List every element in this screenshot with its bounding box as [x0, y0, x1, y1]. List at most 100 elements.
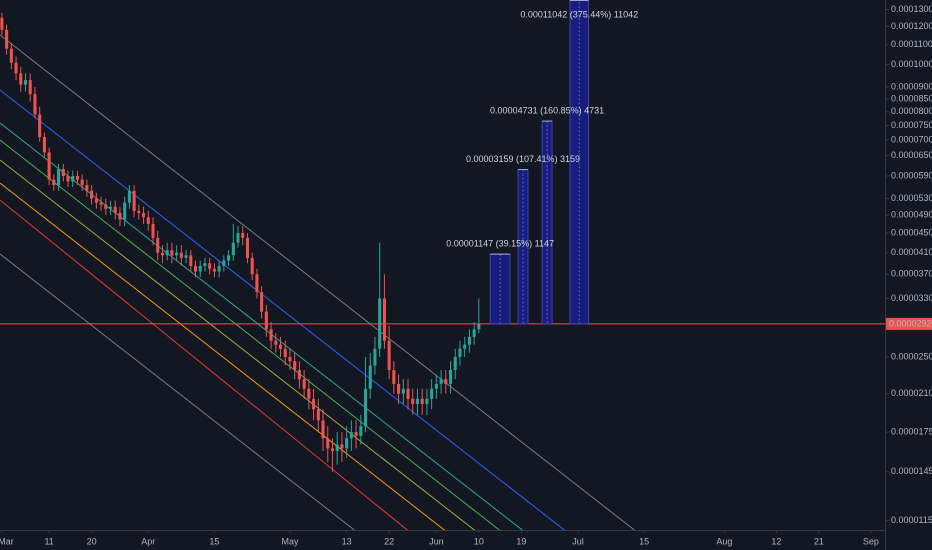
candle-body	[14, 62, 18, 74]
candle-body	[302, 379, 306, 389]
candle-body	[42, 136, 46, 153]
candle-body	[269, 329, 273, 341]
candle-body	[255, 274, 259, 293]
target-label: 0.00003159 (107.41%) 3159	[466, 154, 580, 164]
target-bar	[489, 253, 511, 325]
candle-body	[137, 210, 141, 214]
x-tick-label: Apr	[141, 536, 155, 546]
x-tick-label: Mar	[0, 536, 14, 546]
x-tick-label: Jul	[572, 536, 584, 546]
x-tick-label: 19	[516, 536, 526, 546]
candle-body	[340, 444, 344, 449]
plot-area	[0, 0, 885, 472]
candle-body	[61, 168, 65, 177]
candle-body	[160, 252, 164, 256]
candle-body	[288, 356, 292, 362]
candle-body	[28, 80, 32, 95]
candle-body	[312, 398, 316, 410]
candle-body	[444, 379, 448, 384]
candle-body	[316, 409, 320, 421]
candle-body	[227, 255, 231, 261]
target-label: 0.00004731 (160.85%) 4731	[490, 105, 604, 115]
candle-body	[401, 388, 405, 394]
candle-body	[23, 80, 28, 85]
channel-line	[0, 182, 446, 530]
x-tick-label: Sep	[863, 536, 879, 546]
candle-body	[193, 265, 198, 272]
x-tick-label: 13	[342, 536, 352, 546]
candle-body	[448, 370, 453, 384]
candle-body	[52, 179, 56, 186]
candle-body	[75, 176, 79, 180]
candle-body	[274, 340, 278, 345]
candle-body	[38, 114, 42, 137]
candle-body	[477, 323, 481, 330]
candle-body	[165, 250, 169, 256]
candle-body	[354, 432, 358, 436]
candle-body	[184, 255, 188, 258]
candle-body	[293, 361, 297, 371]
candle-body	[71, 176, 75, 182]
target-bar	[569, 0, 589, 325]
candle-body	[231, 242, 235, 256]
candle-body	[307, 388, 311, 399]
x-tick-label: 21	[814, 536, 824, 546]
candle-body	[99, 202, 103, 205]
last-price-box	[886, 317, 932, 330]
target-label: 0.00011042 (375.44%) 11042	[520, 9, 638, 19]
channel-line	[0, 253, 356, 530]
candle-body	[453, 356, 457, 371]
candle-body	[146, 217, 150, 224]
candle-body	[0, 17, 4, 30]
candle-body	[297, 370, 301, 380]
candle-body	[175, 252, 179, 256]
candle-body	[198, 265, 202, 272]
candle-body	[241, 233, 245, 238]
candle-body	[118, 213, 122, 220]
candle-body	[94, 198, 98, 203]
candle-body	[203, 263, 207, 266]
channel-line	[0, 139, 501, 530]
candle-body	[47, 152, 51, 180]
x-tick-label: 10	[474, 536, 484, 546]
channel-line	[0, 89, 566, 530]
candle-body	[113, 206, 117, 214]
channel-line	[0, 34, 636, 530]
candle-body	[472, 329, 476, 337]
candle-body	[349, 432, 353, 439]
candle-body	[132, 190, 136, 211]
candle-body	[278, 344, 283, 349]
candle-body	[123, 202, 127, 220]
target-label: 0.00001147 (39.15%) 1147	[446, 239, 554, 249]
candle-body	[415, 398, 420, 405]
candle-body	[85, 185, 89, 191]
candle-body	[397, 383, 401, 394]
candle-body	[5, 29, 9, 49]
candle-body	[434, 383, 438, 389]
candle-body	[9, 48, 13, 63]
candle-body	[57, 168, 61, 186]
candle-body	[430, 388, 434, 399]
candle-body	[283, 348, 287, 357]
candle-body	[406, 388, 410, 399]
candle-body	[439, 379, 443, 384]
x-tick-label: 12	[771, 536, 781, 546]
